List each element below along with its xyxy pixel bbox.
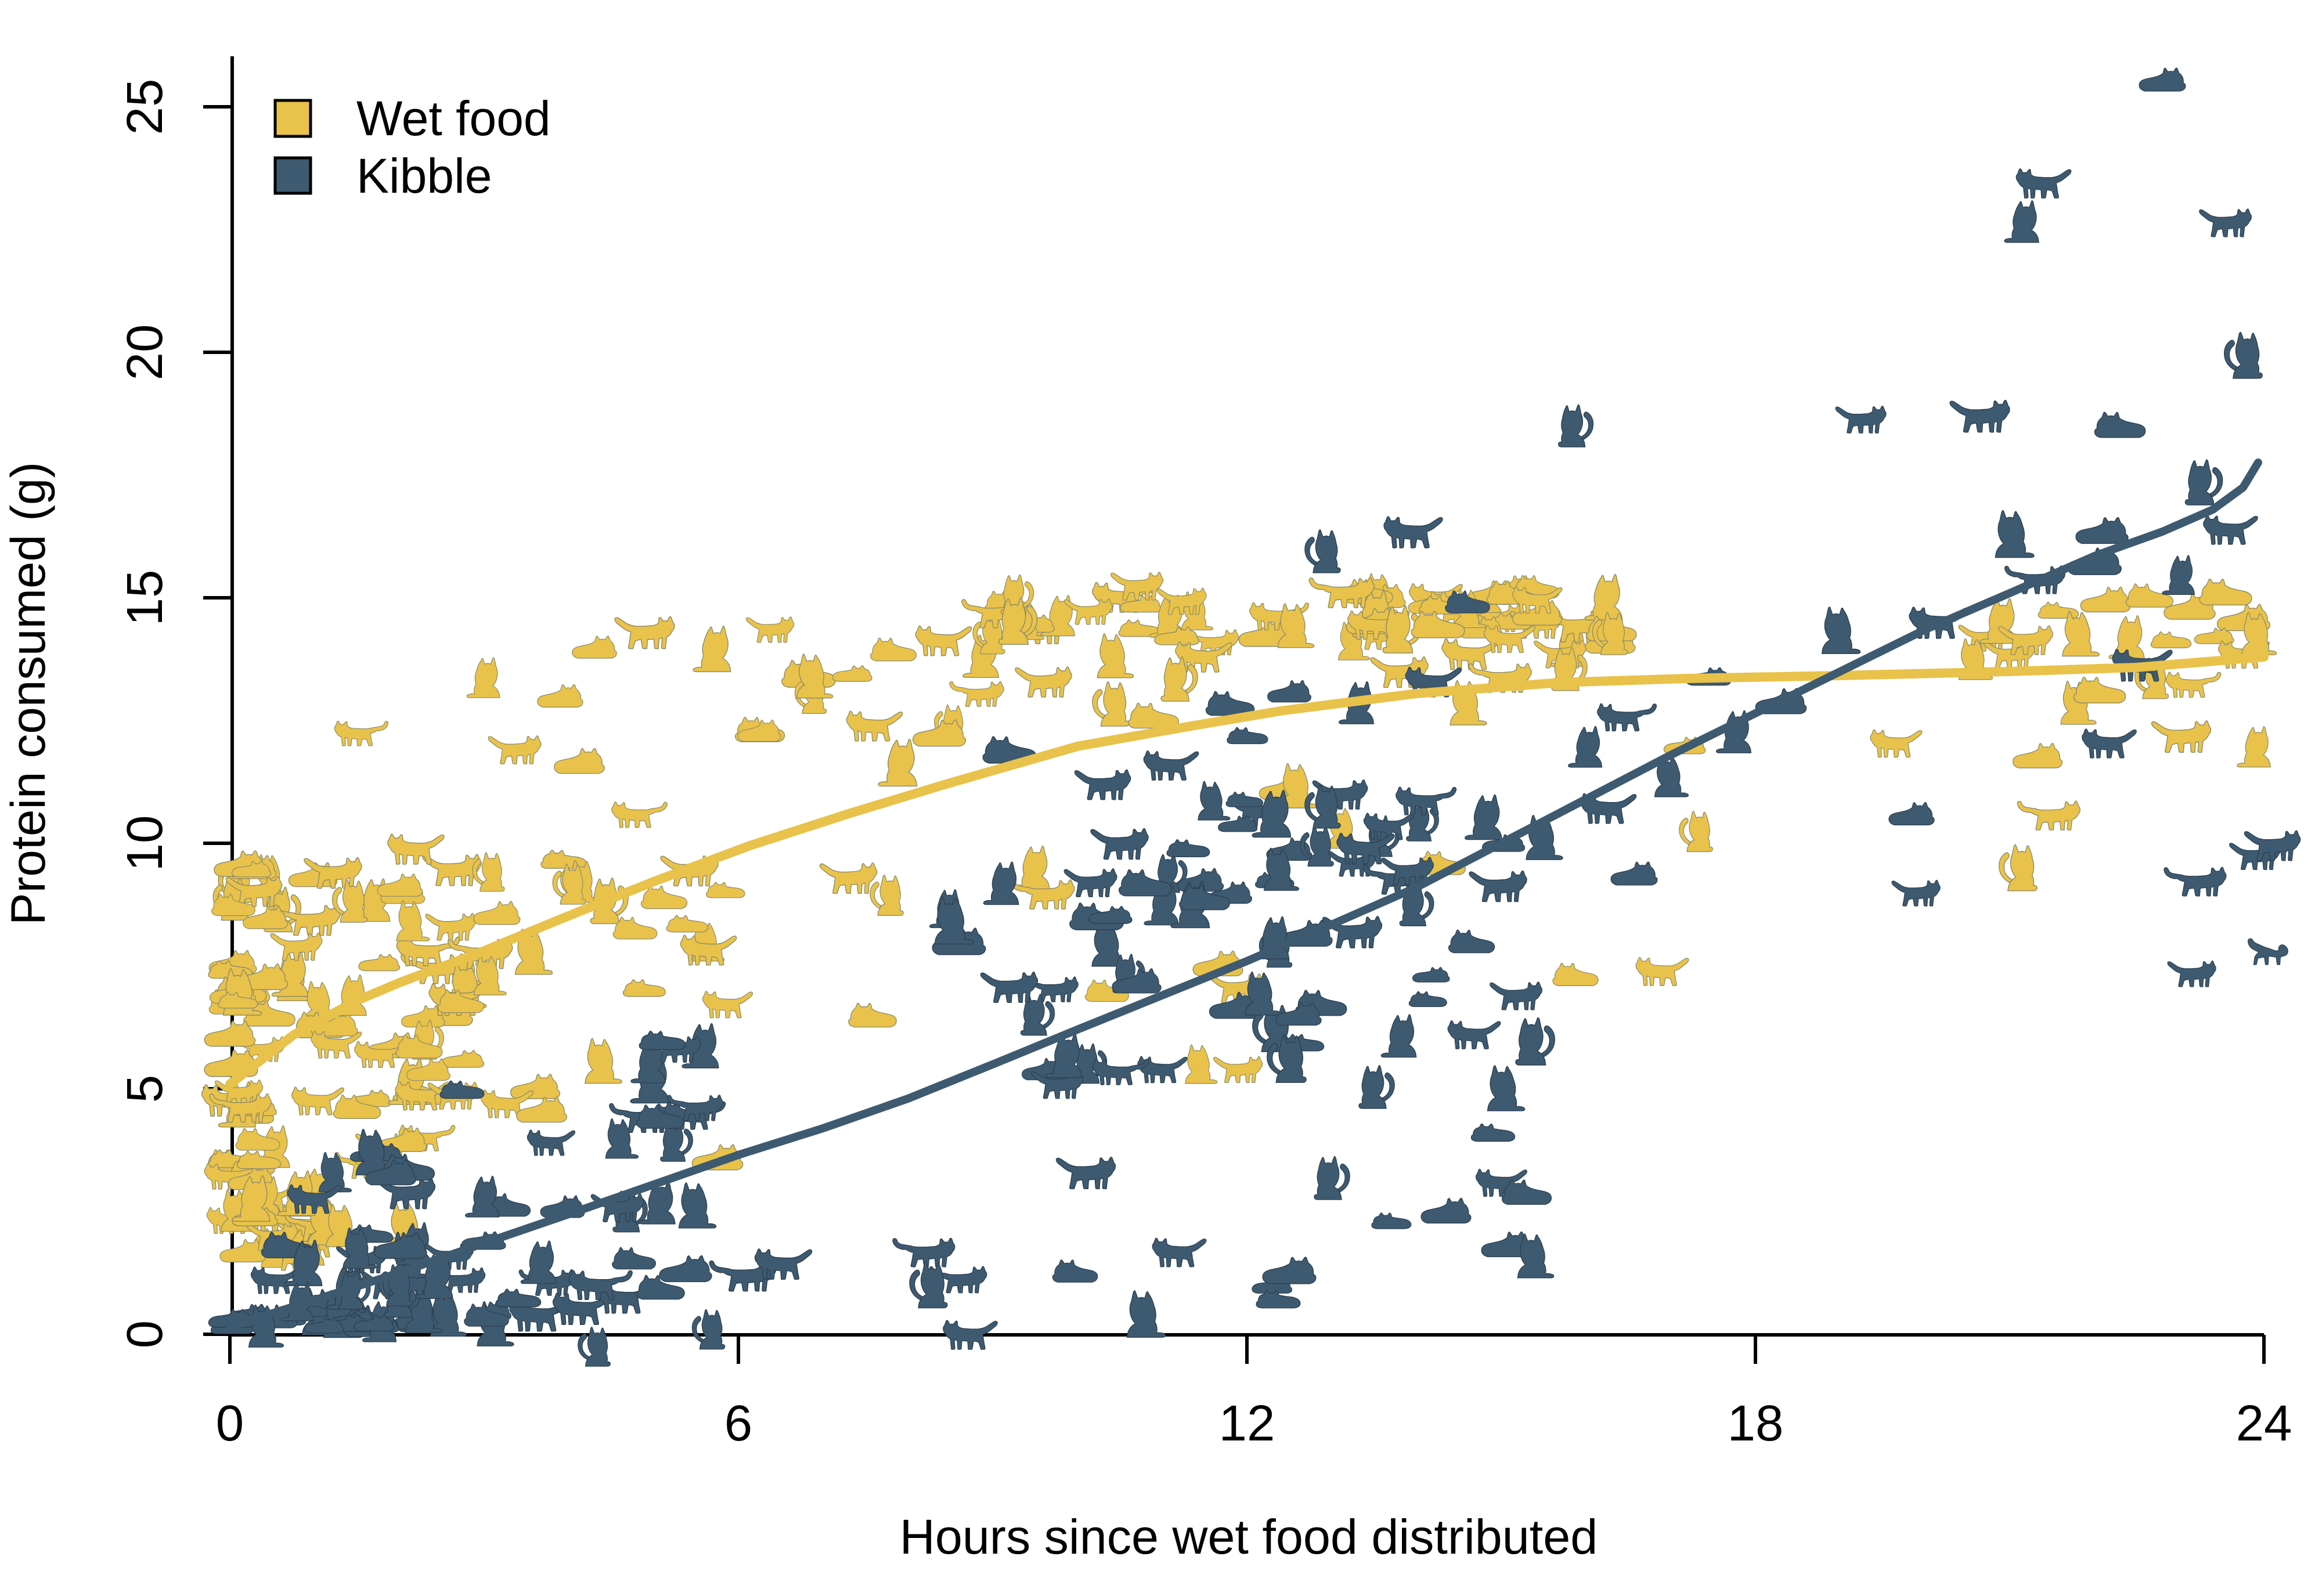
svg-text:10: 10 [117,815,173,872]
svg-text:5: 5 [117,1075,173,1103]
svg-text:Hours since wet food distribut: Hours since wet food distributed [900,1510,1598,1564]
svg-text:Protein consumed (g): Protein consumed (g) [1,462,55,925]
svg-text:12: 12 [1219,1395,1275,1451]
svg-text:Wet food: Wet food [356,91,551,146]
svg-text:24: 24 [2236,1395,2292,1451]
svg-text:20: 20 [117,324,173,381]
svg-text:25: 25 [117,79,173,135]
svg-text:15: 15 [117,570,173,626]
svg-text:18: 18 [1728,1395,1784,1451]
svg-text:Kibble: Kibble [356,149,492,203]
svg-text:0: 0 [117,1320,173,1348]
svg-text:0: 0 [216,1395,244,1451]
svg-text:6: 6 [724,1395,752,1451]
